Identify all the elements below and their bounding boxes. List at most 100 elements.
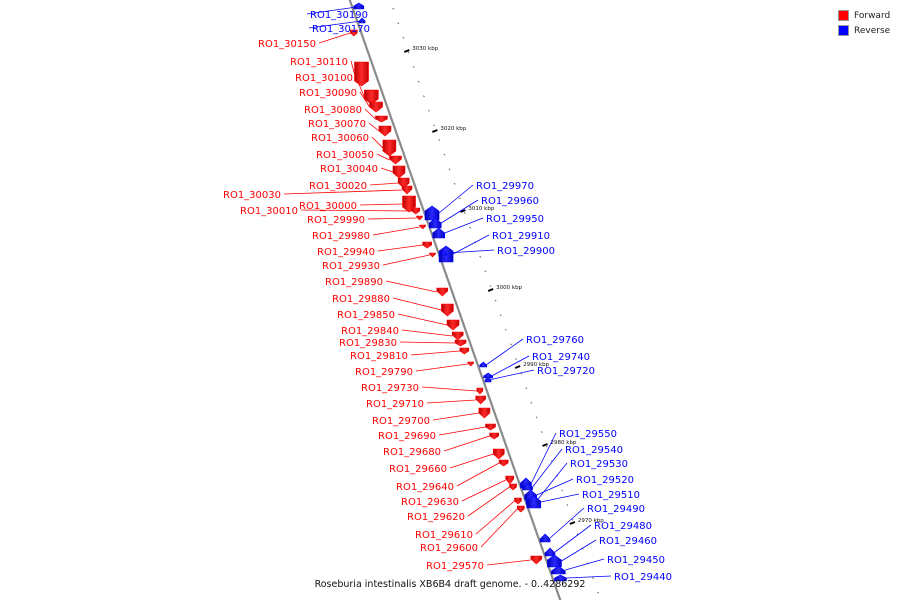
gene-label-ro1-29660[interactable]: RO1_29660 xyxy=(389,464,447,475)
gene-label-ro1-29990[interactable]: RO1_29990 xyxy=(307,215,365,226)
gene-label-ro1-30010[interactable]: RO1_30010 xyxy=(240,206,298,217)
gene-label-ro1-30030[interactable]: RO1_30030 xyxy=(223,190,281,201)
gene-feature-ro1-29640[interactable] xyxy=(498,459,509,467)
gene-label-ro1-29600[interactable]: RO1_29600 xyxy=(420,543,478,554)
gene-label-ro1-30040[interactable]: RO1_30040 xyxy=(320,164,378,175)
gene-feature-ro1-30050[interactable] xyxy=(389,155,402,165)
gene-label-ro1-29510[interactable]: RO1_29510 xyxy=(582,490,640,501)
gene-label-ro1-29790[interactable]: RO1_29790 xyxy=(355,367,413,378)
gene-label-ro1-30090[interactable]: RO1_30090 xyxy=(299,88,357,99)
gene-feature-ro1-30080[interactable] xyxy=(375,115,388,123)
gene-label-ro1-29810[interactable]: RO1_29810 xyxy=(350,351,408,362)
gene-label-ro1-29570[interactable]: RO1_29570 xyxy=(426,561,484,572)
gene-label-ro1-30020[interactable]: RO1_30020 xyxy=(309,181,367,192)
gene-label-ro1-29680[interactable]: RO1_29680 xyxy=(383,447,441,458)
gene-label-ro1-29980[interactable]: RO1_29980 xyxy=(312,231,370,242)
gene-label-ro1-29900[interactable]: RO1_29900 xyxy=(497,246,555,257)
gene-label-ro1-29730[interactable]: RO1_29730 xyxy=(361,383,419,394)
gene-feature-ro1-29700[interactable] xyxy=(478,407,491,419)
gene-feature-ro1-29660[interactable] xyxy=(492,448,505,460)
gene-label-ro1-29630[interactable]: RO1_29630 xyxy=(401,497,459,508)
gene-feature-ro1-30170[interactable] xyxy=(358,17,366,24)
gene-feature-ro1-30090[interactable] xyxy=(369,101,383,113)
gene-feature-ro1-30040[interactable] xyxy=(392,165,406,179)
gene-feature-ro1-30020[interactable] xyxy=(397,177,410,189)
gene-feature-ro1-29850[interactable] xyxy=(446,319,460,331)
gene-label-ro1-30110[interactable]: RO1_30110 xyxy=(290,57,348,68)
gene-label-ro1-29440[interactable]: RO1_29440 xyxy=(614,572,672,583)
gene-label-ro1-30070[interactable]: RO1_30070 xyxy=(308,119,366,130)
gene-feature-ro1-29630[interactable] xyxy=(505,475,515,485)
gene-feature-ro1-29680[interactable] xyxy=(489,432,499,440)
gene-label-ro1-29850[interactable]: RO1_29850 xyxy=(337,310,395,321)
gene-label-ro1-30150[interactable]: RO1_30150 xyxy=(258,39,316,50)
gene-label-ro1-29960[interactable]: RO1_29960 xyxy=(481,196,539,207)
gene-feature-ro1-29440[interactable] xyxy=(554,574,567,582)
gene-feature-ro1-29930[interactable] xyxy=(429,252,436,258)
gene-label-ro1-29970[interactable]: RO1_29970 xyxy=(476,181,534,192)
gene-label-ro1-29540[interactable]: RO1_29540 xyxy=(565,445,623,456)
gene-label-ro1-29840[interactable]: RO1_29840 xyxy=(341,326,399,337)
gene-feature-ro1-30070[interactable] xyxy=(378,125,392,137)
gene-label-ro1-30190[interactable]: RO1_30190 xyxy=(310,10,368,21)
gene-feature-ro1-29620[interactable] xyxy=(509,483,517,491)
gene-label-ro1-29950[interactable]: RO1_29950 xyxy=(486,214,544,225)
gene-feature-ro1-29970[interactable] xyxy=(424,205,440,221)
gene-label-ro1-29890[interactable]: RO1_29890 xyxy=(325,277,383,288)
gene-label-ro1-29610[interactable]: RO1_29610 xyxy=(415,530,473,541)
gene-feature-ro1-29510[interactable] xyxy=(526,495,542,509)
gene-label-ro1-29640[interactable]: RO1_29640 xyxy=(396,482,454,493)
gene-label-ro1-29620[interactable]: RO1_29620 xyxy=(407,512,465,523)
gene-feature-ro1-29730[interactable] xyxy=(476,387,484,395)
gene-label-ro1-29520[interactable]: RO1_29520 xyxy=(576,475,634,486)
gene-feature-ro1-29840[interactable] xyxy=(451,331,464,341)
gene-feature-ro1-29490[interactable] xyxy=(539,533,551,543)
gene-label-ro1-30170[interactable]: RO1_30170 xyxy=(312,24,370,35)
gene-feature-ro1-30030[interactable] xyxy=(401,185,413,195)
gene-label-ro1-29940[interactable]: RO1_29940 xyxy=(317,247,375,258)
gene-feature-ro1-29950[interactable] xyxy=(432,227,446,239)
gene-feature-ro1-30110[interactable] xyxy=(354,61,369,87)
gene-feature-ro1-29790[interactable] xyxy=(467,361,475,367)
gene-feature-ro1-29720[interactable] xyxy=(484,376,492,383)
gene-label-ro1-29910[interactable]: RO1_29910 xyxy=(492,231,550,242)
gene-feature-ro1-29480[interactable] xyxy=(544,547,556,557)
gene-feature-ro1-29570[interactable] xyxy=(530,555,543,565)
gene-feature-ro1-29600[interactable] xyxy=(516,505,525,513)
gene-label-ro1-29460[interactable]: RO1_29460 xyxy=(599,536,657,547)
gene-feature-ro1-29460[interactable] xyxy=(547,554,562,568)
gene-label-ro1-29720[interactable]: RO1_29720 xyxy=(537,366,595,377)
gene-feature-ro1-29810[interactable] xyxy=(459,347,470,355)
gene-label-ro1-30050[interactable]: RO1_30050 xyxy=(316,150,374,161)
gene-label-ro1-30080[interactable]: RO1_30080 xyxy=(304,105,362,116)
gene-label-ro1-29530[interactable]: RO1_29530 xyxy=(570,459,628,470)
gene-label-ro1-29740[interactable]: RO1_29740 xyxy=(532,352,590,363)
gene-label-ro1-29480[interactable]: RO1_29480 xyxy=(594,521,652,532)
gene-label-ro1-29930[interactable]: RO1_29930 xyxy=(322,261,380,272)
gene-label-ro1-29710[interactable]: RO1_29710 xyxy=(366,399,424,410)
gene-feature-ro1-29540[interactable] xyxy=(522,483,533,491)
gene-label-ro1-29690[interactable]: RO1_29690 xyxy=(378,431,436,442)
gene-label-ro1-30100[interactable]: RO1_30100 xyxy=(295,73,353,84)
gene-feature-ro1-29890[interactable] xyxy=(436,287,449,297)
gene-feature-ro1-29960[interactable] xyxy=(428,217,442,229)
gene-feature-ro1-29900[interactable] xyxy=(440,250,448,256)
gene-label-ro1-29880[interactable]: RO1_29880 xyxy=(332,294,390,305)
gene-feature-ro1-30100[interactable] xyxy=(364,89,379,105)
gene-feature-ro1-29880[interactable] xyxy=(441,303,454,317)
gene-label-ro1-30060[interactable]: RO1_30060 xyxy=(311,133,369,144)
gene-label-ro1-30000[interactable]: RO1_30000 xyxy=(299,201,357,212)
gene-feature-ro1-29990[interactable] xyxy=(416,215,423,221)
gene-label-ro1-29490[interactable]: RO1_29490 xyxy=(587,504,645,515)
gene-feature-ro1-30060[interactable] xyxy=(382,139,397,157)
gene-feature-ro1-29830[interactable] xyxy=(454,339,467,347)
gene-label-ro1-29550[interactable]: RO1_29550 xyxy=(559,429,617,440)
gene-label-ro1-29450[interactable]: RO1_29450 xyxy=(607,555,665,566)
gene-feature-ro1-29940[interactable] xyxy=(422,241,432,249)
gene-label-ro1-29760[interactable]: RO1_29760 xyxy=(526,335,584,346)
gene-label-ro1-29830[interactable]: RO1_29830 xyxy=(339,338,397,349)
gene-feature-ro1-29760[interactable] xyxy=(479,361,488,368)
gene-feature-ro1-30190[interactable] xyxy=(353,2,365,10)
gene-feature-ro1-29610[interactable] xyxy=(514,497,522,505)
